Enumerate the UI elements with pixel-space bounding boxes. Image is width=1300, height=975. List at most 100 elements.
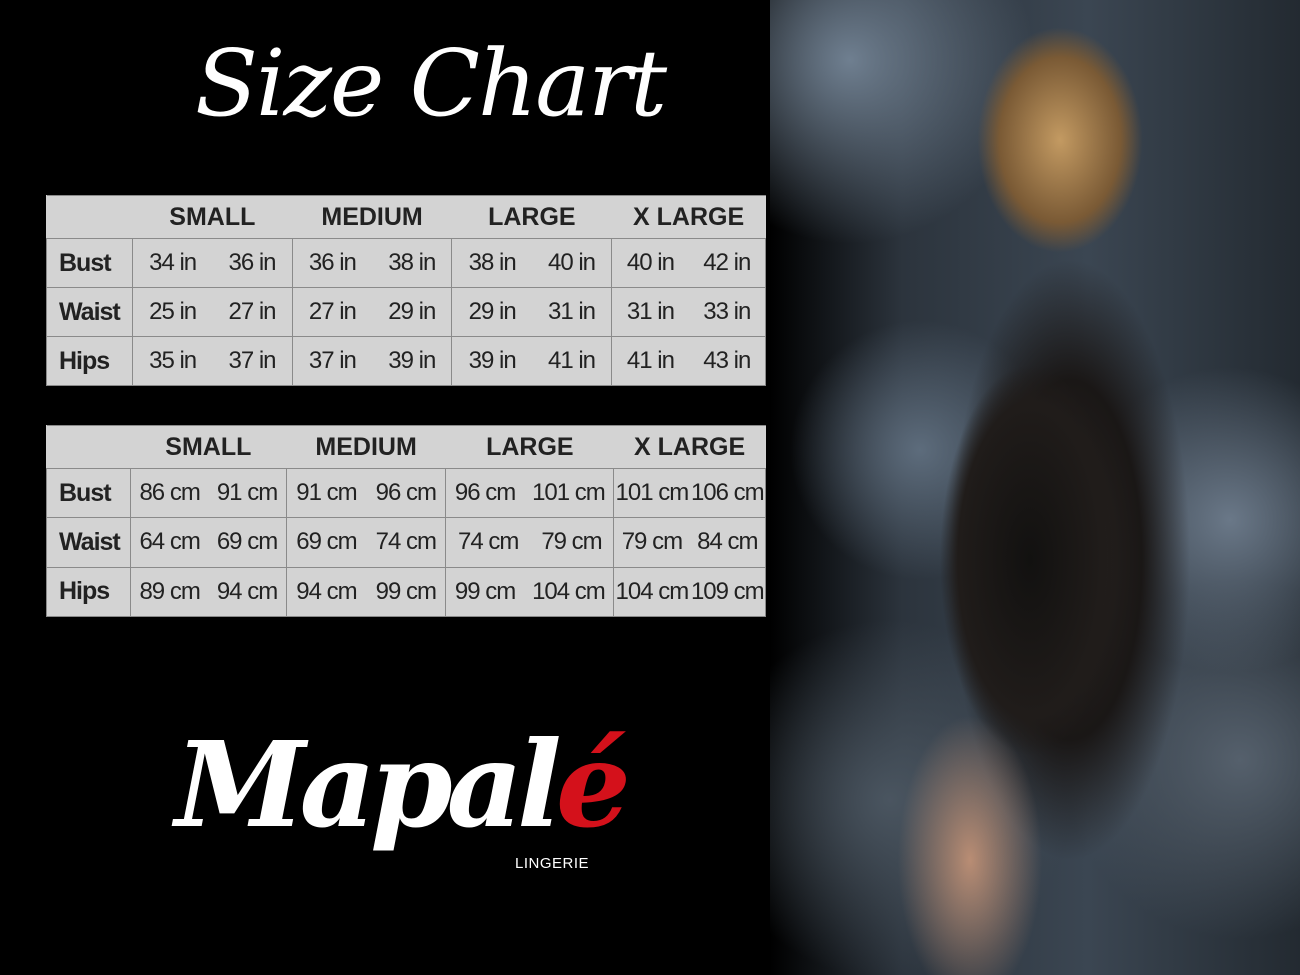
size-header: MEDIUM: [286, 425, 446, 469]
size-cell: 89 cm 94 cm: [129, 566, 287, 618]
max-value: 43 in: [703, 347, 751, 374]
max-value: 94 cm: [216, 577, 278, 605]
value-range: 29 in 31 in: [452, 298, 611, 326]
min-value: 99 cm: [454, 577, 516, 605]
min-value: 79 cm: [621, 528, 683, 556]
header-row: SMALL MEDIUM LARGE X LARGE: [46, 425, 766, 469]
logo-subtitle: LINGERIE: [515, 855, 590, 872]
value-range: 96 cm 101 cm: [446, 479, 613, 507]
row-label: Bust: [46, 467, 131, 519]
min-value: 96 cm: [454, 479, 516, 507]
min-value: 40 in: [626, 249, 675, 276]
row-label: Waist: [46, 517, 131, 568]
row-label: Waist: [46, 287, 133, 337]
value-range: 38 in 40 in: [452, 249, 611, 277]
table-row: Bust 86 cm 91 cm 91 cm 96 cm 96 cm 101 cm 101 c…: [46, 467, 766, 519]
min-value: 89 cm: [139, 577, 200, 605]
header-blank: [46, 195, 133, 239]
min-value: 91 cm: [296, 479, 357, 507]
size-cell: 39 in 41 in: [451, 336, 613, 386]
max-value: 106 cm: [690, 479, 765, 507]
page-title: Size Chart: [195, 30, 667, 137]
size-cell: 69 cm 74 cm: [285, 517, 447, 568]
size-table-inches: SMALL MEDIUM LARGE X LARGE Bust 34 in 36 in 36…: [46, 195, 766, 386]
min-value: 36 in: [308, 249, 357, 276]
size-header: X LARGE: [611, 195, 766, 239]
value-range: 104 cm 109 cm: [614, 578, 765, 606]
size-cell: 25 in 27 in: [131, 287, 293, 337]
value-range: 69 cm 74 cm: [287, 528, 446, 556]
max-value: 84 cm: [697, 528, 758, 556]
max-value: 109 cm: [690, 577, 765, 605]
max-value: 27 in: [228, 298, 276, 325]
value-range: 79 cm 84 cm: [614, 528, 765, 556]
min-value: 37 in: [308, 347, 357, 374]
min-value: 64 cm: [139, 528, 200, 556]
size-cell: 94 cm 99 cm: [285, 566, 447, 618]
size-cell: 34 in 36 in: [131, 238, 293, 288]
table-row: Hips 35 in 37 in 37 in 39 in 39 in 41 in 41 in 4…: [46, 336, 766, 386]
max-value: 74 cm: [375, 528, 437, 556]
value-range: 41 in 43 in: [612, 347, 765, 375]
table-row: Hips 89 cm 94 cm 94 cm 99 cm 99 cm 104 cm 104 c…: [46, 566, 766, 618]
value-range: 36 in 38 in: [293, 249, 452, 277]
value-range: 27 in 29 in: [293, 298, 452, 326]
min-value: 25 in: [149, 298, 197, 325]
value-range: 94 cm 99 cm: [287, 578, 446, 606]
size-cell: 31 in 33 in: [611, 287, 766, 337]
value-range: 91 cm 96 cm: [287, 479, 446, 507]
max-value: 40 in: [547, 249, 596, 276]
size-cell: 41 in 43 in: [611, 336, 766, 386]
max-value: 104 cm: [532, 577, 606, 605]
min-value: 101 cm: [615, 479, 690, 507]
table-row: Bust 34 in 36 in 36 in 38 in 38 in 40 in 40 in 4…: [46, 238, 766, 288]
value-range: 101 cm 106 cm: [614, 479, 765, 507]
max-value: 36 in: [228, 249, 276, 276]
size-cell: 79 cm 84 cm: [613, 517, 766, 568]
size-cell: 99 cm 104 cm: [445, 566, 615, 618]
max-value: 29 in: [388, 298, 436, 325]
size-table-cm: SMALL MEDIUM LARGE X LARGE Bust 86 cm 91 cm 91…: [46, 425, 766, 618]
size-header: LARGE: [445, 425, 614, 469]
size-cell: 86 cm 91 cm: [129, 467, 287, 519]
header-blank: [46, 425, 131, 469]
min-value: 94 cm: [296, 577, 357, 605]
max-value: 91 cm: [216, 479, 278, 507]
max-value: 79 cm: [541, 528, 602, 556]
max-value: 96 cm: [375, 479, 437, 507]
min-value: 35 in: [149, 347, 197, 374]
size-cell: 27 in 29 in: [291, 287, 453, 337]
header-row: SMALL MEDIUM LARGE X LARGE: [46, 195, 766, 239]
max-value: 37 in: [228, 347, 276, 374]
value-range: 40 in 42 in: [612, 249, 765, 277]
max-value: 31 in: [547, 298, 596, 325]
size-cell: 104 cm 109 cm: [613, 566, 766, 618]
value-range: 35 in 37 in: [133, 347, 292, 375]
value-range: 31 in 33 in: [612, 298, 765, 326]
table-row: Waist 64 cm 69 cm 69 cm 74 cm 74 cm 79 cm 79 cm…: [46, 517, 766, 568]
size-header: SMALL: [132, 195, 293, 239]
row-label: Hips: [46, 566, 131, 618]
logo-text: Mapal: [175, 715, 562, 854]
value-range: 86 cm 91 cm: [131, 479, 286, 507]
size-cell: 101 cm 106 cm: [613, 467, 766, 519]
min-value: 69 cm: [296, 528, 357, 556]
size-cell: 37 in 39 in: [291, 336, 453, 386]
min-value: 104 cm: [615, 577, 690, 605]
value-range: 74 cm 79 cm: [446, 528, 613, 556]
max-value: 99 cm: [375, 577, 437, 605]
min-value: 41 in: [626, 347, 675, 374]
value-range: 39 in 41 in: [452, 347, 611, 375]
max-value: 39 in: [388, 347, 436, 374]
value-range: 25 in 27 in: [133, 298, 292, 326]
max-value: 69 cm: [216, 528, 278, 556]
size-cell: 38 in 40 in: [451, 238, 613, 288]
value-range: 89 cm 94 cm: [131, 578, 286, 606]
min-value: 29 in: [468, 298, 517, 325]
min-value: 34 in: [149, 249, 197, 276]
max-value: 38 in: [388, 249, 436, 276]
table-row: Waist 25 in 27 in 27 in 29 in 29 in 31 in 31 in…: [46, 287, 766, 337]
min-value: 86 cm: [139, 479, 200, 507]
value-range: 34 in 36 in: [133, 249, 292, 277]
value-range: 99 cm 104 cm: [446, 578, 613, 606]
